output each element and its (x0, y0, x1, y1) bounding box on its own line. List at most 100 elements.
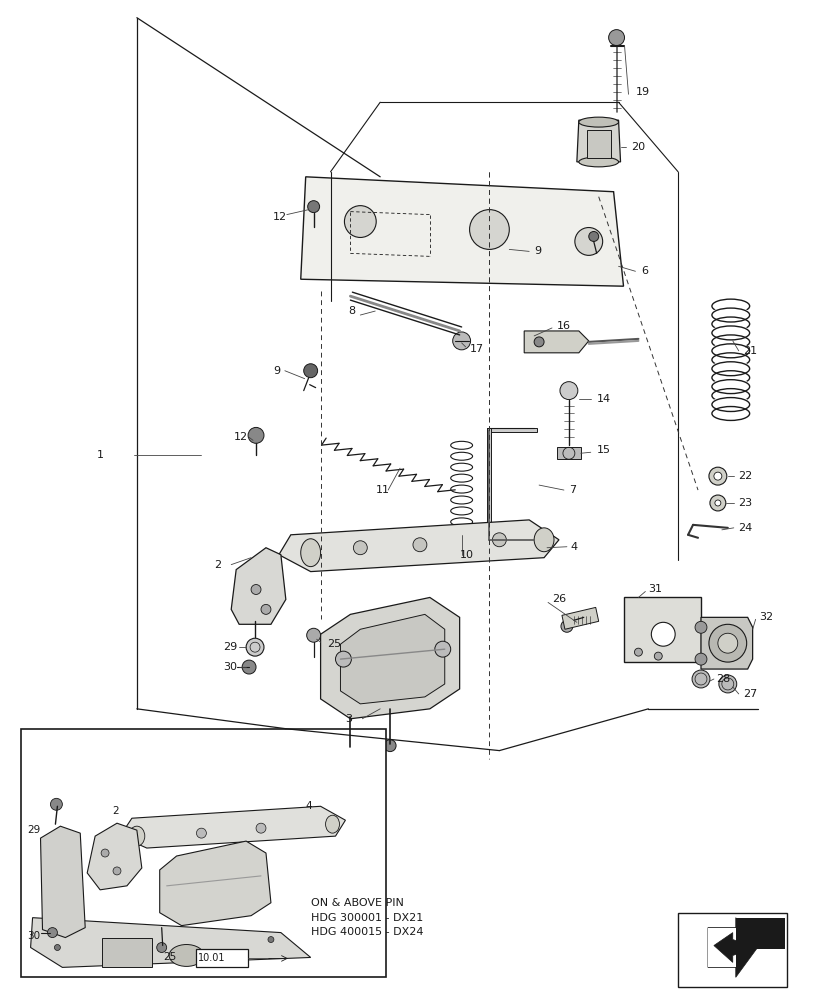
Text: 27: 27 (743, 689, 757, 699)
Polygon shape (708, 918, 757, 977)
Circle shape (248, 427, 264, 443)
Circle shape (560, 382, 578, 400)
Ellipse shape (718, 633, 738, 653)
Ellipse shape (534, 528, 554, 552)
Circle shape (589, 232, 599, 241)
Ellipse shape (169, 945, 204, 966)
Polygon shape (41, 826, 85, 938)
Ellipse shape (579, 117, 619, 127)
Ellipse shape (712, 380, 750, 394)
Text: 1: 1 (97, 450, 104, 460)
Polygon shape (562, 607, 599, 629)
Text: 28: 28 (716, 674, 730, 684)
Circle shape (574, 228, 603, 255)
Text: 30: 30 (28, 931, 41, 941)
Text: 22: 22 (738, 471, 752, 481)
Text: 10.01: 10.01 (198, 953, 226, 963)
Text: 2: 2 (112, 806, 118, 816)
Bar (487, 428, 491, 542)
Ellipse shape (579, 157, 619, 167)
Circle shape (435, 641, 450, 657)
Text: 25: 25 (164, 952, 177, 962)
Polygon shape (231, 548, 286, 624)
Circle shape (344, 206, 376, 237)
Polygon shape (279, 520, 559, 572)
Text: 7: 7 (569, 485, 576, 495)
Circle shape (246, 638, 264, 656)
Circle shape (261, 604, 271, 614)
Polygon shape (160, 841, 271, 926)
Text: 25: 25 (327, 639, 342, 649)
Circle shape (654, 652, 663, 660)
Circle shape (534, 337, 544, 347)
Polygon shape (120, 806, 345, 848)
Text: 12: 12 (273, 212, 287, 222)
Circle shape (242, 660, 256, 674)
Text: 12: 12 (234, 432, 248, 442)
Circle shape (413, 538, 427, 552)
Ellipse shape (712, 326, 750, 340)
Text: 10: 10 (459, 550, 473, 560)
Text: 14: 14 (596, 394, 611, 404)
Circle shape (692, 670, 710, 688)
Circle shape (101, 849, 109, 857)
Circle shape (695, 621, 707, 633)
Circle shape (55, 945, 60, 950)
Bar (102, 938, 152, 967)
Text: 4: 4 (571, 542, 578, 552)
Bar (587, 130, 610, 158)
Text: 32: 32 (760, 612, 774, 622)
Circle shape (453, 332, 471, 350)
Circle shape (251, 585, 261, 594)
Text: 30: 30 (223, 662, 237, 672)
Text: 24: 24 (738, 523, 752, 533)
Polygon shape (714, 933, 757, 962)
Polygon shape (30, 918, 311, 967)
Text: 17: 17 (469, 344, 484, 354)
Circle shape (335, 651, 352, 667)
Polygon shape (321, 597, 459, 719)
Polygon shape (87, 823, 142, 890)
Text: 9: 9 (273, 366, 280, 376)
Ellipse shape (326, 815, 339, 833)
Circle shape (304, 364, 317, 378)
Text: 2: 2 (215, 560, 221, 570)
Polygon shape (340, 614, 445, 704)
Circle shape (113, 867, 121, 875)
Circle shape (469, 210, 509, 249)
Circle shape (256, 823, 266, 833)
Polygon shape (524, 331, 589, 353)
Circle shape (561, 620, 573, 632)
Polygon shape (701, 617, 752, 669)
Bar (20, 729, 386, 977)
Text: 9: 9 (534, 246, 541, 256)
Circle shape (197, 828, 206, 838)
Circle shape (344, 743, 357, 755)
Text: ON & ABOVE PIN
HDG 300001 - DX21
HDG 400015 - DX24: ON & ABOVE PIN HDG 300001 - DX21 HDG 400… (311, 898, 424, 937)
Text: 23: 23 (738, 498, 752, 508)
Text: 31: 31 (649, 584, 663, 594)
Circle shape (492, 533, 506, 547)
Bar (487, 538, 537, 542)
Text: 3: 3 (345, 714, 353, 724)
Bar (557, 447, 581, 459)
Text: 8: 8 (348, 306, 356, 316)
Bar (623, 597, 701, 662)
Bar (197, 949, 248, 967)
Circle shape (51, 798, 62, 810)
Ellipse shape (712, 398, 750, 411)
Circle shape (719, 675, 737, 693)
Text: 11: 11 (376, 485, 390, 495)
Text: 20: 20 (632, 142, 645, 152)
Ellipse shape (709, 624, 747, 662)
Ellipse shape (712, 308, 750, 322)
Bar (736, 918, 786, 949)
Text: 21: 21 (743, 346, 756, 356)
Circle shape (609, 30, 624, 46)
Circle shape (268, 937, 274, 943)
Ellipse shape (651, 622, 675, 646)
Circle shape (635, 648, 642, 656)
Circle shape (308, 201, 320, 213)
Ellipse shape (714, 472, 722, 480)
Circle shape (695, 653, 707, 665)
